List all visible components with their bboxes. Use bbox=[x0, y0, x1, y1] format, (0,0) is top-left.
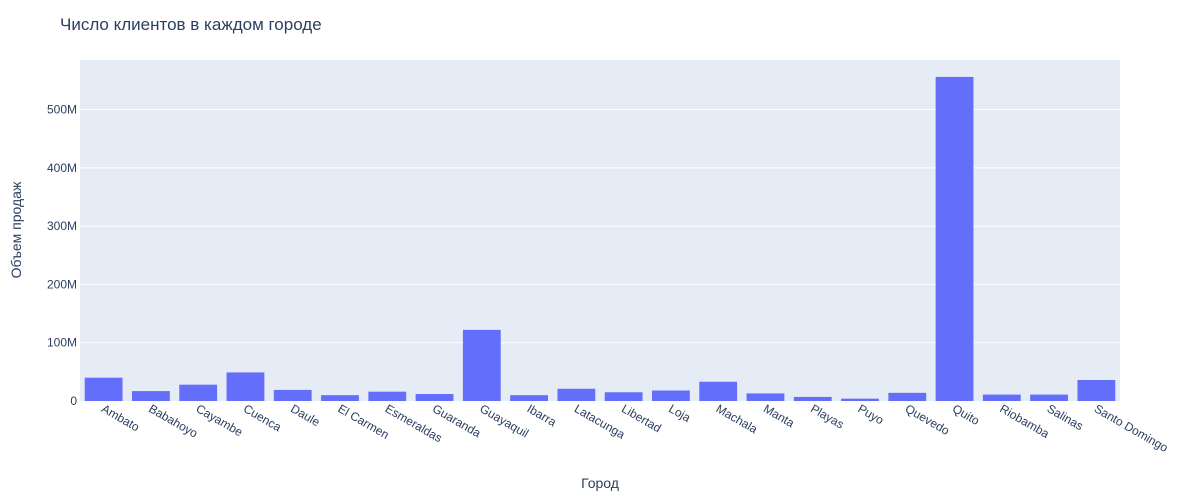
bar bbox=[982, 394, 1021, 401]
x-tick-label: Santo Domingo bbox=[1092, 401, 1171, 455]
x-tick-label: Machala bbox=[714, 401, 761, 436]
bar bbox=[462, 329, 501, 401]
x-tick-label: Guayaquil bbox=[477, 401, 531, 440]
x-tick-label: Puyo bbox=[856, 401, 887, 427]
x-tick-label: Cayambe bbox=[194, 401, 246, 439]
x-tick-label: El Carmen bbox=[336, 401, 392, 441]
x-axis-title: Город bbox=[581, 475, 619, 491]
bar bbox=[652, 390, 690, 401]
x-tick-label: Babahoyo bbox=[146, 401, 200, 440]
y-axis-title: Объем продаж bbox=[8, 181, 24, 278]
bar bbox=[1030, 394, 1068, 401]
bar bbox=[557, 388, 596, 401]
x-tick-label: Cuenca bbox=[241, 401, 284, 434]
bar bbox=[841, 398, 879, 401]
x-tick-label: Manta bbox=[761, 401, 797, 430]
x-tick-label: Quevedo bbox=[903, 401, 952, 438]
bar bbox=[510, 395, 548, 401]
bar bbox=[1077, 380, 1116, 401]
bar bbox=[604, 392, 643, 401]
y-tick-label: 400M bbox=[47, 161, 77, 175]
bar bbox=[935, 76, 974, 402]
bar bbox=[793, 396, 832, 401]
y-tick-label: 100M bbox=[47, 336, 77, 350]
bar bbox=[84, 377, 123, 401]
bar bbox=[368, 391, 407, 401]
bar bbox=[415, 394, 454, 401]
x-tick-label: Ambato bbox=[99, 401, 142, 434]
bar bbox=[273, 389, 312, 401]
y-tick-label: 500M bbox=[47, 103, 77, 117]
x-tick-label: Playas bbox=[808, 401, 846, 431]
y-tick-label: 200M bbox=[47, 277, 77, 291]
y-tick-labels: 0 100M 200M 300M 400M 500M bbox=[47, 103, 77, 408]
bar bbox=[746, 393, 785, 401]
bar bbox=[226, 372, 265, 401]
bar bbox=[888, 392, 927, 401]
x-tick-label: Latacunga bbox=[572, 401, 628, 441]
bar bbox=[179, 384, 218, 401]
bar bbox=[321, 395, 359, 401]
bars bbox=[84, 76, 1116, 402]
x-tick-label: Quito bbox=[950, 401, 982, 428]
bar bbox=[699, 381, 738, 401]
x-tick-label: Daule bbox=[288, 401, 322, 429]
y-tick-label: 300M bbox=[47, 219, 77, 233]
x-tick-label: Ibarra bbox=[525, 401, 559, 429]
y-tick-label: 0 bbox=[70, 394, 77, 408]
bar bbox=[132, 391, 170, 401]
chart-title: Число клиентов в каждом городе bbox=[60, 15, 322, 34]
x-tick-label: Loja bbox=[666, 401, 693, 425]
x-tick-label: Riobamba bbox=[997, 401, 1052, 441]
